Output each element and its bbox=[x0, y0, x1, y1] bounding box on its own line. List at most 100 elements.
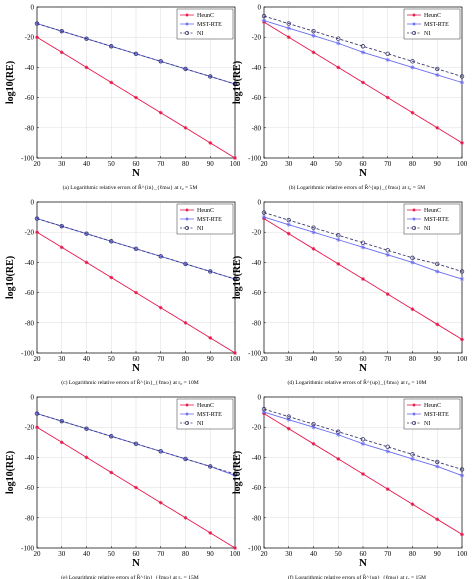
x-tick-label: 90 bbox=[207, 160, 215, 168]
y-tick-label: -100 bbox=[21, 155, 34, 163]
y-tick-label: -40 bbox=[25, 454, 35, 462]
data-point bbox=[336, 237, 341, 242]
data-point bbox=[35, 425, 39, 430]
x-tick-label: 70 bbox=[384, 550, 392, 558]
x-tick-label: 80 bbox=[182, 160, 190, 168]
x-tick-label: 60 bbox=[133, 355, 141, 363]
legend-marker bbox=[412, 412, 416, 416]
data-point bbox=[158, 500, 163, 505]
legend-label: MST-RTE bbox=[197, 217, 222, 223]
data-point bbox=[459, 80, 465, 85]
data-point bbox=[385, 444, 390, 450]
data-point bbox=[183, 66, 188, 72]
data-point bbox=[183, 261, 188, 267]
y-tick-label: -80 bbox=[25, 514, 35, 522]
data-point bbox=[133, 51, 139, 57]
data-point bbox=[232, 81, 238, 87]
panel-e-series-line-ni bbox=[36, 413, 236, 475]
data-point bbox=[435, 269, 440, 274]
x-tick-label: 30 bbox=[285, 355, 293, 363]
legend-marker bbox=[185, 412, 189, 416]
y-tick-label: -20 bbox=[252, 34, 262, 42]
legend-label: NI bbox=[197, 31, 203, 37]
x-tick-label: 90 bbox=[207, 355, 215, 363]
x-tick-label: 100 bbox=[457, 355, 468, 363]
data-point bbox=[232, 276, 238, 282]
data-point bbox=[158, 254, 163, 259]
data-point bbox=[385, 248, 390, 253]
panel-f: 20 30 40 50 60 70 80 90 100 0 -20 -40 -60 -80 -100 Nlog… bbox=[232, 394, 468, 579]
panel-e-caption: (e) Logarithmic relative errors of R̂^{i… bbox=[61, 574, 198, 579]
data-point bbox=[435, 459, 440, 465]
panel-b-series-line-ni bbox=[263, 15, 463, 77]
data-point bbox=[233, 351, 237, 355]
data-point bbox=[459, 74, 465, 79]
x-tick-label: 50 bbox=[335, 355, 343, 363]
legend-label: MST-RTE bbox=[197, 412, 222, 418]
panel-a-series-line-ni bbox=[36, 23, 236, 85]
legend-marker bbox=[185, 226, 189, 230]
x-tick-label: 30 bbox=[285, 550, 293, 558]
y-tick-label: 0 bbox=[31, 394, 35, 402]
data-point bbox=[208, 464, 213, 469]
y-tick-label: -80 bbox=[252, 514, 262, 522]
data-point bbox=[208, 269, 213, 274]
data-point bbox=[336, 457, 341, 461]
x-tick-label: 20 bbox=[261, 160, 269, 168]
x-tick-label: 20 bbox=[261, 550, 269, 558]
data-point bbox=[158, 59, 163, 64]
x-tick-label: 30 bbox=[58, 550, 66, 558]
panel-f-x-axis-label: N bbox=[359, 557, 367, 569]
data-point bbox=[183, 456, 188, 462]
x-tick-label: 60 bbox=[360, 550, 368, 558]
y-tick-label: 0 bbox=[258, 4, 262, 12]
y-tick-label: -60 bbox=[252, 484, 262, 492]
data-point bbox=[109, 275, 114, 280]
y-tick-label: -60 bbox=[252, 289, 262, 297]
panel-d-series-line-ni bbox=[263, 212, 463, 272]
y-tick-label: -60 bbox=[252, 94, 262, 102]
panel-a-y-axis-label: log10(RE) bbox=[5, 61, 16, 104]
legend-marker bbox=[412, 31, 416, 35]
y-tick-label: -40 bbox=[252, 64, 262, 72]
panel-d-x-axis-label: N bbox=[359, 362, 367, 374]
y-tick-label: -20 bbox=[252, 424, 262, 432]
data-point bbox=[385, 95, 390, 100]
data-point bbox=[336, 262, 341, 266]
data-point bbox=[385, 57, 390, 63]
data-point bbox=[232, 471, 238, 477]
legend-label: NI bbox=[424, 31, 430, 37]
data-point bbox=[311, 425, 316, 430]
x-tick-label: 20 bbox=[34, 355, 42, 363]
data-point bbox=[385, 487, 390, 492]
data-point bbox=[360, 245, 366, 250]
data-point bbox=[183, 125, 188, 130]
legend-label: MST-RTE bbox=[424, 217, 449, 223]
x-tick-label: 30 bbox=[58, 355, 66, 363]
x-tick-label: 100 bbox=[230, 550, 241, 558]
legend-marker bbox=[185, 13, 189, 17]
data-point bbox=[286, 222, 291, 227]
data-point bbox=[435, 464, 440, 469]
data-point bbox=[336, 429, 341, 434]
data-point bbox=[84, 36, 89, 41]
data-point bbox=[460, 337, 464, 342]
panel-a: 20 30 40 50 60 70 80 90 100 0 -20 -40 -60 -80 -100 Nlog… bbox=[5, 4, 241, 192]
y-tick-label: 0 bbox=[31, 199, 35, 207]
x-tick-label: 60 bbox=[360, 355, 368, 363]
data-point bbox=[59, 223, 64, 229]
data-point bbox=[84, 426, 89, 431]
data-point bbox=[286, 417, 291, 422]
data-point bbox=[286, 21, 291, 26]
data-point bbox=[336, 233, 341, 238]
data-point bbox=[435, 322, 440, 327]
data-point bbox=[34, 216, 40, 221]
x-tick-label: 70 bbox=[157, 550, 165, 558]
legend-marker bbox=[185, 403, 189, 407]
x-tick-label: 100 bbox=[230, 160, 241, 168]
panel-a-caption: (a) Logarithmic relative errors of R̂^{i… bbox=[63, 184, 198, 191]
data-point bbox=[84, 260, 89, 265]
legend-label: NI bbox=[424, 421, 430, 427]
x-tick-label: 100 bbox=[230, 355, 241, 363]
